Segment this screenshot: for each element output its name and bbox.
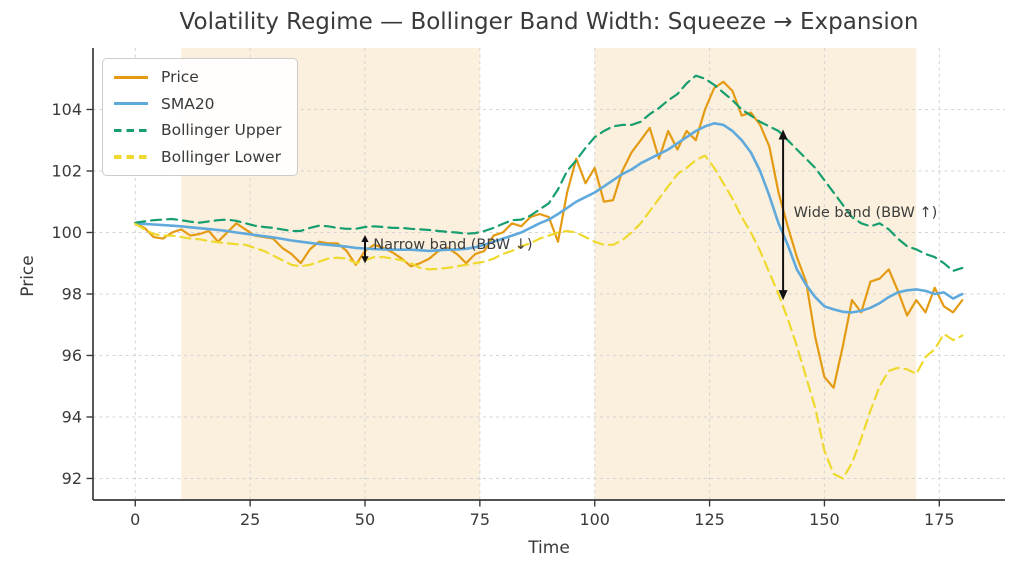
legend-label-bollinger-upper: Bollinger Upper [161, 121, 282, 140]
annotation-arrowhead-up [361, 234, 369, 242]
x-tick-label: 25 [240, 510, 260, 529]
chart-title: Volatility Regime — Bollinger Band Width… [179, 9, 919, 35]
annotation-arrowhead-up [778, 129, 788, 140]
legend-label-sma20: SMA20 [161, 94, 215, 113]
x-tick-label: 125 [694, 510, 725, 529]
x-tick-label: 150 [809, 510, 840, 529]
legend-item-bollinger-lower: Bollinger Lower [114, 148, 281, 167]
x-tick-label: 100 [579, 510, 610, 529]
chart-legend: Price SMA20 Bollinger Upper Bollinger Lo… [102, 58, 299, 177]
y-tick-label: 92 [62, 469, 82, 488]
sma20-series-line [134, 122, 964, 314]
legend-label-price: Price [161, 68, 199, 86]
legend-item-sma20: SMA20 [114, 95, 281, 114]
sma20-line-sample [114, 102, 148, 106]
annotation-label: Wide band (BBW ↑) [794, 205, 938, 221]
annotation-arrowhead-down [778, 290, 788, 301]
x-tick-label: 75 [470, 510, 490, 529]
bollinger-lower-line-sample [114, 155, 148, 159]
x-axis-label: Time [528, 538, 570, 558]
x-tick-label: 175 [924, 510, 955, 529]
shaded-region [594, 48, 917, 500]
legend-item-price: Price [114, 68, 281, 87]
y-tick-label: 96 [62, 346, 82, 365]
y-tick-label: 102 [51, 161, 82, 180]
legend-item-bollinger-upper: Bollinger Upper [114, 121, 281, 140]
bollinger-lower-series-line [134, 154, 964, 480]
annotation-label: Narrow band (BBW ↓) [373, 237, 532, 253]
price-line-sample [114, 75, 148, 79]
x-tick-label: 50 [355, 510, 375, 529]
y-tick-label: 98 [62, 284, 82, 303]
y-tick-label: 94 [62, 407, 82, 426]
x-tick-label: 0 [130, 510, 140, 529]
annotation-arrowhead-down [361, 256, 369, 264]
bollinger-upper-line-sample [114, 128, 148, 133]
y-tick-label: 104 [51, 100, 82, 119]
legend-label-bollinger-lower: Bollinger Lower [161, 147, 281, 166]
y-tick-label: 100 [51, 223, 82, 242]
bollinger-upper-series-line [134, 74, 964, 272]
